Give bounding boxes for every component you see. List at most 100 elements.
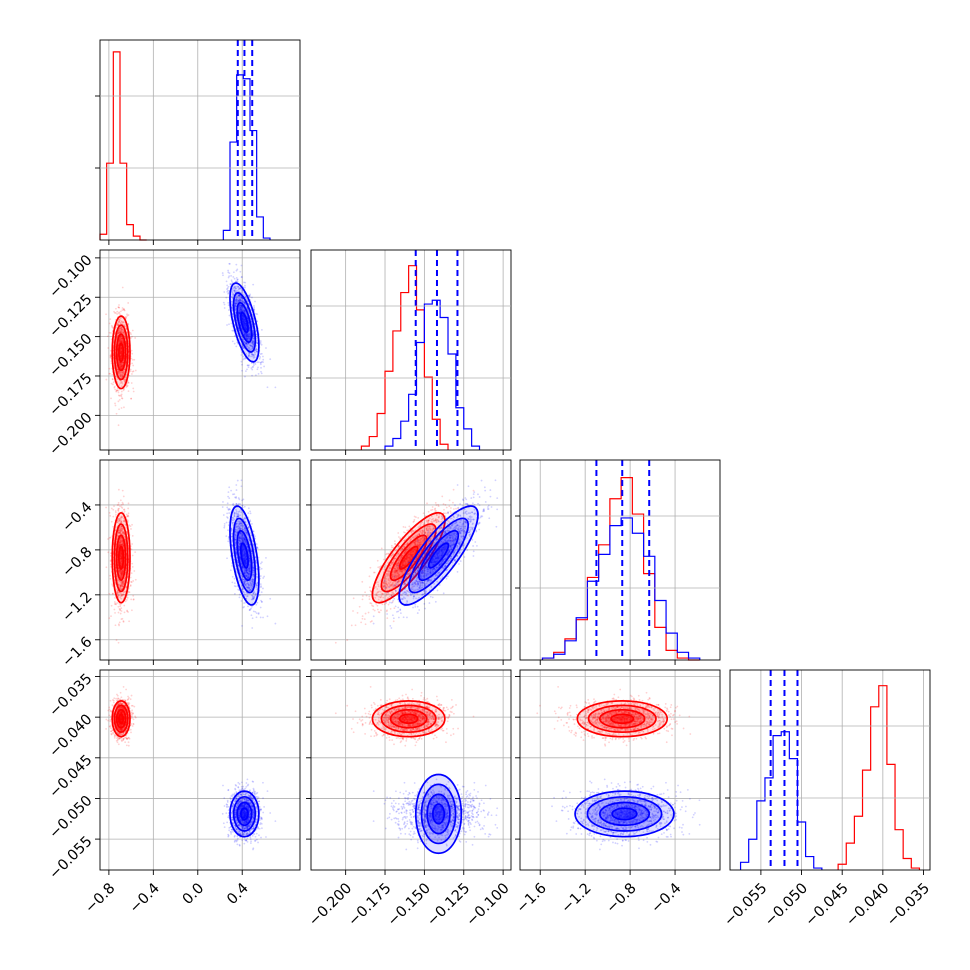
scatter-point bbox=[231, 528, 233, 531]
scatter-point bbox=[118, 318, 121, 321]
scatter-point bbox=[118, 544, 121, 547]
scatter-point bbox=[221, 272, 224, 274]
scatter-point bbox=[116, 593, 119, 595]
scatter-point bbox=[242, 347, 245, 350]
scatter-point bbox=[131, 562, 134, 565]
scatter-point bbox=[241, 351, 243, 354]
scatter-point bbox=[239, 300, 242, 302]
scatter-point bbox=[111, 326, 114, 328]
scatter-point bbox=[247, 605, 249, 608]
scatter-point bbox=[247, 512, 250, 515]
scatter-point bbox=[245, 541, 248, 544]
scatter-point bbox=[240, 600, 243, 602]
scatter-point bbox=[109, 349, 112, 352]
scatter-point bbox=[122, 389, 125, 392]
scatter-point bbox=[247, 335, 250, 338]
scatter-point bbox=[127, 611, 130, 613]
scatter-point bbox=[109, 577, 112, 580]
scatter-point bbox=[246, 568, 248, 571]
scatter-point bbox=[119, 363, 122, 366]
scatter-point bbox=[239, 537, 242, 540]
scatter-point bbox=[129, 370, 132, 373]
scatter-point bbox=[231, 575, 234, 578]
scatter-point bbox=[230, 541, 233, 543]
scatter-point bbox=[120, 397, 123, 400]
scatter-point bbox=[118, 395, 121, 397]
scatter-point bbox=[238, 536, 241, 538]
scatter-point bbox=[123, 324, 126, 327]
scatter-point bbox=[119, 572, 122, 575]
scatter-point bbox=[250, 583, 253, 586]
scatter-point bbox=[120, 350, 123, 353]
scatter-point bbox=[241, 314, 244, 317]
scatter-point bbox=[241, 306, 244, 308]
scatter-point bbox=[235, 297, 237, 300]
scatter-point bbox=[120, 348, 123, 351]
scatter-point bbox=[236, 525, 238, 528]
scatter-point bbox=[127, 381, 130, 384]
scatter-point bbox=[120, 395, 123, 398]
scatter-point bbox=[124, 600, 127, 603]
scatter-point bbox=[119, 540, 122, 542]
scatter-point bbox=[120, 561, 122, 564]
scatter-point bbox=[259, 342, 262, 344]
scatter-point bbox=[243, 592, 246, 594]
scatter-point bbox=[121, 574, 124, 576]
scatter-point bbox=[244, 579, 247, 582]
scatter-point bbox=[118, 374, 121, 376]
scatter-point bbox=[242, 319, 245, 322]
scatter-point bbox=[121, 569, 124, 572]
scatter-point bbox=[242, 315, 245, 318]
scatter-point bbox=[120, 340, 123, 342]
scatter-point bbox=[247, 538, 250, 541]
scatter-point bbox=[120, 338, 123, 340]
scatter-point bbox=[117, 519, 120, 522]
axes-frame bbox=[99, 39, 301, 241]
scatter-point bbox=[245, 534, 248, 536]
scatter-point bbox=[242, 528, 245, 531]
scatter-point bbox=[121, 540, 124, 543]
scatter-point bbox=[259, 562, 262, 565]
scatter-point bbox=[114, 624, 117, 627]
scatter-point bbox=[250, 584, 252, 586]
scatter-point bbox=[108, 322, 111, 325]
scatter-point bbox=[243, 302, 245, 304]
scatter-point bbox=[121, 329, 124, 332]
scatter-point bbox=[244, 322, 247, 325]
scatter-point bbox=[120, 347, 123, 350]
scatter-point bbox=[120, 352, 122, 355]
scatter-point bbox=[116, 323, 119, 326]
scatter-point bbox=[243, 580, 245, 583]
scatter-point bbox=[241, 554, 244, 557]
scatter-point bbox=[235, 296, 238, 299]
scatter-point bbox=[261, 328, 263, 331]
scatter-point bbox=[238, 311, 241, 314]
scatter-point bbox=[126, 596, 129, 599]
scatter-point bbox=[243, 302, 246, 304]
scatter-point bbox=[251, 580, 254, 582]
scatter-point bbox=[238, 543, 241, 546]
scatter-point bbox=[240, 297, 243, 299]
scatter-point bbox=[120, 553, 122, 556]
scatter-point bbox=[119, 555, 122, 558]
scatter-point bbox=[112, 381, 115, 384]
scatter-point bbox=[117, 394, 120, 397]
scatter-point bbox=[119, 569, 122, 572]
scatter-point bbox=[120, 366, 122, 369]
scatter-point bbox=[239, 535, 241, 538]
scatter-point bbox=[248, 334, 251, 337]
scatter-point bbox=[248, 294, 251, 297]
scatter-point bbox=[233, 515, 236, 518]
scatter-point bbox=[118, 329, 121, 332]
scatter-point bbox=[121, 515, 123, 518]
scatter-point bbox=[120, 560, 123, 563]
scatter-point bbox=[240, 309, 242, 312]
scatter-point bbox=[254, 610, 257, 613]
scatter-point bbox=[244, 559, 247, 562]
scatter-point bbox=[239, 287, 241, 289]
scatter-point bbox=[124, 377, 127, 380]
scatter-point bbox=[117, 370, 120, 373]
scatter-point bbox=[238, 311, 241, 314]
scatter-point bbox=[241, 538, 244, 541]
scatter-point bbox=[250, 344, 253, 347]
